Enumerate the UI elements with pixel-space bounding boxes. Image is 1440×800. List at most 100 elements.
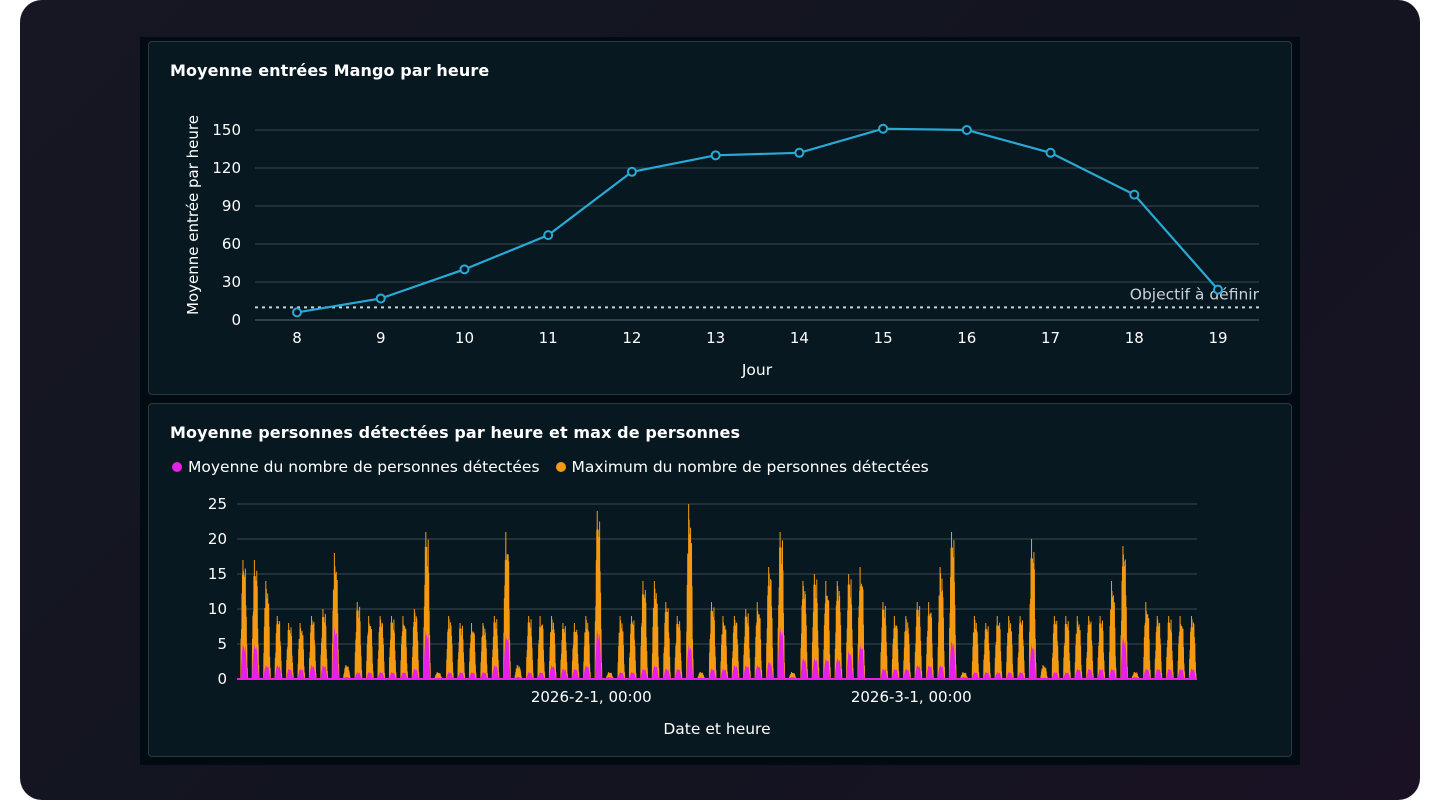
mean-day-area	[545, 665, 557, 679]
max-day-bars	[534, 615, 546, 680]
mean-day-area	[317, 665, 329, 679]
mean-day-area	[237, 644, 249, 679]
mean-day-area	[1002, 672, 1015, 679]
mean-day-area	[1059, 672, 1072, 679]
max-day-bars	[477, 622, 489, 680]
mean-day-area	[408, 668, 420, 679]
mean-day-area	[728, 665, 740, 679]
legend-item-max[interactable]: Maximum du nombre de personnes détectées	[555, 458, 929, 476]
mean-day-area	[899, 668, 912, 679]
x-tick-label: 13	[706, 329, 725, 347]
data-point	[626, 166, 637, 177]
y-tick-label: 120	[212, 159, 241, 177]
mean-day-area	[831, 658, 843, 679]
mean-day-area	[579, 665, 592, 679]
data-point	[794, 147, 805, 158]
mean-day-area	[1094, 668, 1106, 679]
y-tick-label: 150	[212, 121, 241, 139]
mean-day-area	[534, 672, 546, 679]
x-tick-label: 12	[622, 329, 641, 347]
x-tick-label: 10	[455, 329, 474, 347]
panel-detected-persons: Moyenne personnes détectées par heure et…	[148, 403, 1292, 757]
mean-day-area	[751, 665, 763, 679]
legend-label: Maximum du nombre de personnes détectées	[571, 458, 929, 476]
max-day-bars	[1048, 615, 1060, 680]
mean-day-area	[282, 668, 295, 679]
data-point	[878, 123, 889, 134]
mean-day-area	[248, 644, 260, 679]
y-tick-label: 5	[217, 635, 227, 653]
mean-day-area	[614, 672, 626, 679]
y-tick-label: 90	[222, 197, 241, 215]
max-day-bars	[1037, 664, 1049, 680]
mean-day-area	[477, 672, 489, 679]
max-day-bars	[465, 622, 477, 680]
legend-item-mean[interactable]: Moyenne du nombre de personnes détectées	[172, 458, 540, 476]
x-tick-label: 14	[790, 329, 809, 347]
y-tick-label: 0	[231, 311, 241, 329]
data-point	[1045, 147, 1056, 158]
mean-day-area	[819, 658, 832, 679]
y-tick-label: 30	[222, 273, 241, 291]
mean-day-area	[945, 640, 957, 679]
mean-day-area	[442, 672, 455, 679]
mean-day-area	[328, 626, 340, 679]
mean-day-area	[934, 665, 946, 679]
mean-day-area	[397, 672, 409, 679]
mean-day-area	[922, 665, 935, 679]
mean-day-area	[259, 665, 272, 679]
data-point	[459, 264, 470, 275]
mean-day-area	[557, 668, 569, 679]
max-day-bars	[625, 615, 637, 680]
x-tick-label: 2026-2-1, 00:00	[531, 688, 652, 706]
x-tick-label: 2026-3-1, 00:00	[851, 688, 972, 706]
max-day-bars	[762, 566, 775, 680]
app-frame: Moyenne entrées Mango par heure 0 30 60 90 1…	[20, 0, 1420, 800]
max-series	[237, 503, 1197, 680]
legend: Moyenne du nombre de personnes détectées…	[172, 458, 929, 476]
mean-day-area	[419, 630, 432, 679]
mean-day-area	[374, 672, 386, 679]
mean-day-area	[991, 672, 1003, 679]
data-point	[543, 230, 554, 241]
mean-day-area	[362, 672, 375, 679]
chart-title: Moyenne personnes détectées par heure et…	[170, 423, 741, 442]
x-tick-label: 15	[874, 329, 893, 347]
legend-label: Moyenne du nombre de personnes détectées	[188, 458, 540, 476]
y-tick-label: 20	[208, 530, 227, 548]
mean-day-area	[294, 668, 306, 679]
mean-day-area	[1071, 668, 1083, 679]
mean-day-area	[522, 672, 535, 679]
mean-day-area	[739, 665, 752, 679]
mean-day-area	[385, 672, 397, 679]
x-tick-label: 8	[292, 329, 302, 347]
mean-day-area	[1174, 668, 1186, 679]
max-day-bars	[637, 580, 649, 680]
mean-day-area	[351, 672, 363, 679]
mean-day-area	[877, 668, 889, 679]
mean-day-area	[1185, 668, 1197, 679]
max-day-bars	[614, 615, 626, 680]
mean-day-area	[968, 672, 980, 679]
mean-day-area	[842, 651, 855, 679]
max-day-bars	[991, 615, 1003, 680]
mean-day-area	[659, 668, 672, 679]
target-label: Objectif à définir	[1130, 285, 1260, 303]
max-day-bars	[454, 622, 466, 680]
mean-series	[237, 626, 1197, 679]
mean-day-area	[568, 668, 580, 679]
x-tick-label: 18	[1125, 329, 1144, 347]
max-day-bars	[1002, 615, 1015, 680]
x-tick-label: 9	[376, 329, 386, 347]
mean-day-area	[305, 665, 317, 679]
max-day-bars	[1059, 615, 1072, 680]
mean-day-area	[1082, 668, 1095, 679]
max-day-bars	[705, 601, 717, 680]
mean-day-area	[1151, 668, 1163, 679]
mean-day-area	[648, 665, 660, 679]
data-point	[375, 293, 386, 304]
y-tick-label: 25	[208, 495, 227, 513]
max-day-bars	[351, 601, 363, 680]
mean-day-area	[774, 626, 786, 679]
mean-day-area	[1105, 668, 1117, 679]
